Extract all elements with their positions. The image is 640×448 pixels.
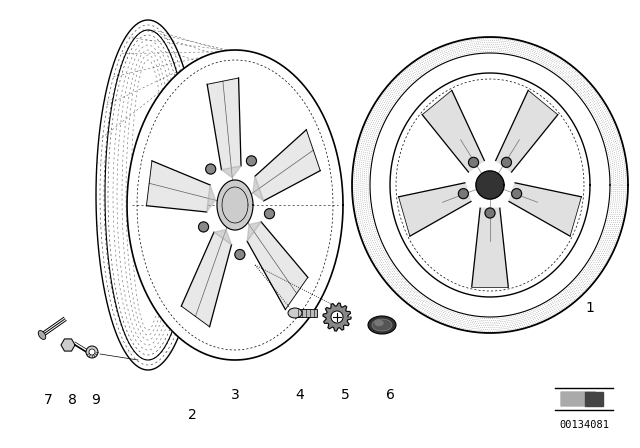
Circle shape (331, 311, 343, 323)
Circle shape (205, 164, 216, 174)
Circle shape (86, 346, 98, 358)
Text: 8: 8 (68, 393, 76, 407)
Circle shape (89, 349, 95, 355)
Circle shape (511, 189, 522, 198)
Polygon shape (422, 90, 484, 172)
Polygon shape (247, 222, 261, 241)
Ellipse shape (375, 320, 383, 326)
Text: 1: 1 (586, 301, 595, 315)
Text: 00134081: 00134081 (559, 420, 609, 430)
Text: 7: 7 (44, 393, 52, 407)
Circle shape (485, 208, 495, 218)
Circle shape (458, 189, 468, 198)
Text: 5: 5 (340, 388, 349, 402)
Circle shape (246, 156, 257, 166)
Polygon shape (207, 185, 216, 212)
Text: 2: 2 (188, 408, 196, 422)
Polygon shape (247, 222, 308, 310)
Ellipse shape (368, 316, 396, 334)
Polygon shape (253, 176, 264, 201)
Polygon shape (217, 180, 253, 230)
Text: 9: 9 (92, 393, 100, 407)
Circle shape (264, 209, 275, 219)
Polygon shape (323, 303, 351, 331)
Polygon shape (181, 232, 232, 327)
Ellipse shape (38, 331, 46, 340)
Circle shape (235, 250, 245, 259)
Polygon shape (561, 392, 603, 406)
Circle shape (502, 157, 511, 168)
Polygon shape (390, 73, 590, 297)
Polygon shape (61, 339, 75, 351)
Polygon shape (255, 130, 320, 201)
Polygon shape (207, 78, 241, 170)
Circle shape (468, 157, 479, 168)
Ellipse shape (288, 308, 302, 318)
Polygon shape (214, 229, 232, 245)
Circle shape (198, 222, 209, 232)
Polygon shape (509, 183, 581, 236)
Text: 6: 6 (385, 388, 394, 402)
Polygon shape (476, 171, 504, 199)
Polygon shape (472, 208, 508, 287)
Text: 3: 3 (230, 388, 239, 402)
Polygon shape (127, 50, 343, 360)
Polygon shape (147, 161, 210, 212)
Bar (295, 309, 317, 317)
Polygon shape (496, 90, 558, 172)
Polygon shape (399, 183, 471, 236)
Polygon shape (585, 392, 603, 406)
Text: 4: 4 (296, 388, 305, 402)
Polygon shape (221, 166, 241, 178)
Ellipse shape (372, 319, 392, 331)
